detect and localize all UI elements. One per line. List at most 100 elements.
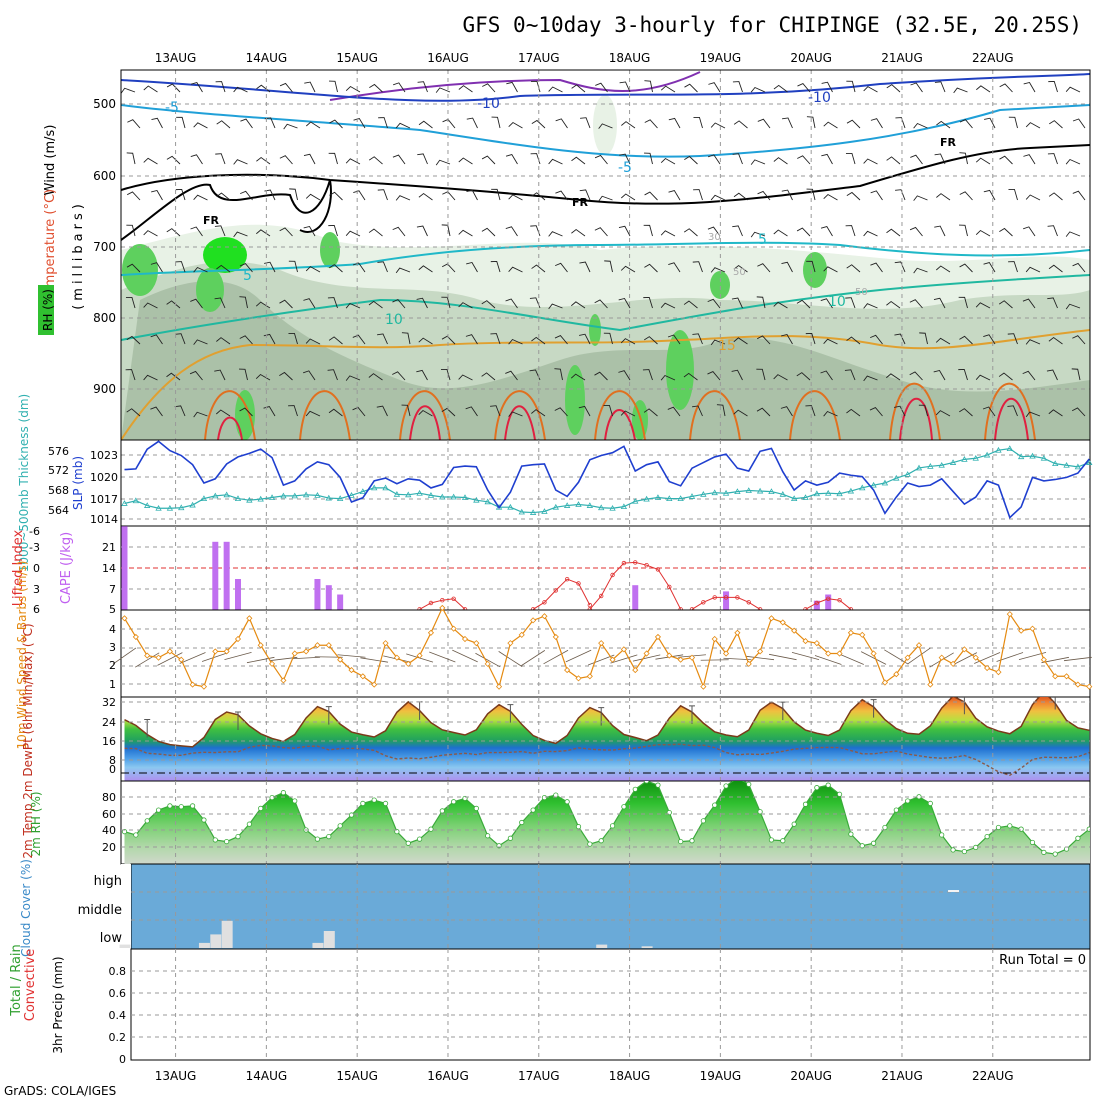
wind-speed-point — [416, 652, 423, 659]
wind-barb — [376, 405, 388, 417]
precip-ylabel-convective: Convective — [23, 949, 38, 1022]
wind-barb — [215, 409, 231, 417]
wind-speed-point — [711, 635, 718, 643]
lifted-index-point — [587, 602, 593, 608]
wind-barb — [490, 333, 501, 345]
cape-bar — [723, 591, 730, 610]
rh-point — [848, 831, 854, 837]
wind-barb — [823, 410, 838, 417]
lifted-index-point — [553, 588, 558, 593]
thickness-point — [132, 497, 140, 504]
wind-speed-point — [609, 656, 616, 663]
thickness-point — [688, 493, 696, 499]
thickness-point — [790, 495, 798, 501]
date-label-top: 14AUG — [246, 51, 288, 65]
wind-barb — [983, 334, 996, 345]
thickness-point — [518, 508, 525, 515]
wind-speed-point — [371, 681, 378, 688]
wind-barb — [693, 189, 703, 201]
contour-minus5 — [121, 104, 1090, 158]
wind-barb — [395, 267, 411, 274]
date-label-top: 18AUG — [609, 51, 651, 65]
surface-wind-barb — [292, 656, 321, 660]
wind-barb — [732, 81, 743, 93]
wind-barb — [328, 408, 343, 417]
wind-barb — [490, 261, 501, 273]
surface-wind-barb — [498, 651, 523, 667]
wind-speed-point — [234, 635, 242, 643]
wind-barb — [174, 405, 186, 417]
wind-barb — [846, 119, 861, 129]
wind-barb — [1071, 368, 1081, 381]
wind-barb — [998, 300, 1013, 309]
temp-tick: 16 — [102, 735, 116, 748]
wind-barb — [773, 157, 788, 165]
wind-barb — [780, 406, 793, 417]
cape-tick: 7 — [109, 583, 116, 596]
thickness-point — [609, 504, 616, 511]
rh-ylabel: 2m RH (%) — [29, 791, 43, 856]
wind-barb — [975, 374, 991, 381]
rh-point — [144, 818, 150, 824]
cape-tick: 21 — [102, 541, 116, 554]
wind-barb — [401, 332, 411, 345]
wind-speed-point — [995, 669, 1002, 676]
svg-text:(millibars): (millibars) — [71, 200, 86, 310]
surface-wind-barb — [1041, 656, 1070, 664]
wind-barb — [328, 152, 338, 165]
wind-barb — [255, 373, 271, 381]
wind-barb — [683, 300, 698, 309]
wind-barb — [910, 154, 923, 165]
wind-barb — [707, 226, 721, 237]
lifted-index-point — [599, 593, 604, 599]
wind-barb — [660, 374, 676, 381]
wind-barb — [1008, 261, 1018, 273]
wind-barb — [863, 375, 878, 382]
wind-barb — [919, 332, 928, 345]
rh-point — [678, 838, 684, 845]
wind-speed-point — [552, 633, 559, 640]
rh-point — [598, 838, 604, 844]
wind-barb — [644, 119, 658, 129]
wind-speed-point — [121, 615, 128, 622]
thickness-point — [949, 459, 957, 465]
wind-tick: 1 — [109, 678, 116, 691]
wind-barb — [756, 296, 766, 309]
low-cloud-bar — [641, 946, 653, 948]
wind-barb — [214, 297, 226, 309]
thickness-point — [915, 464, 923, 471]
wind-barb — [151, 117, 163, 129]
lifted-index-point — [701, 600, 706, 605]
wind-barb — [733, 409, 748, 417]
temperature-panel: 32 24 16 8 0 2m Temp 2m DewPt (6hr Min/M… — [21, 623, 1091, 859]
rh-point — [451, 799, 457, 805]
wind-speed-point — [1086, 683, 1093, 690]
cloud-background — [130, 863, 1091, 950]
wind-barb — [392, 226, 406, 237]
wind-barb — [531, 192, 546, 201]
rh-shading — [121, 95, 1090, 440]
rh-point — [961, 848, 968, 855]
wind-speed-point — [1074, 681, 1081, 688]
temp-max-marker — [963, 697, 965, 715]
wind-barb — [392, 154, 406, 165]
wind-speed-point — [893, 671, 900, 678]
thickness-ylabel: 1000~500mb Thickness (dm) — [17, 394, 31, 572]
rh-point — [1029, 839, 1036, 846]
wind-barb — [999, 227, 1013, 237]
rh-point — [382, 800, 389, 807]
wind-barb — [797, 155, 811, 165]
lifted-index-point — [440, 598, 445, 603]
wind-barb — [1048, 81, 1058, 93]
wind-barb — [620, 265, 636, 273]
wind-barb — [935, 337, 951, 345]
rh-point — [121, 829, 128, 835]
rh-point — [825, 782, 831, 788]
wind-ylabel: 10m Wind Speed & Barbs (m/s) — [15, 561, 29, 750]
thickness-point — [427, 492, 435, 498]
wind-barb — [305, 410, 321, 417]
wind-barb — [975, 229, 991, 237]
rh-point — [348, 812, 355, 818]
rh-point — [1007, 823, 1013, 829]
wind-barb — [328, 225, 338, 237]
